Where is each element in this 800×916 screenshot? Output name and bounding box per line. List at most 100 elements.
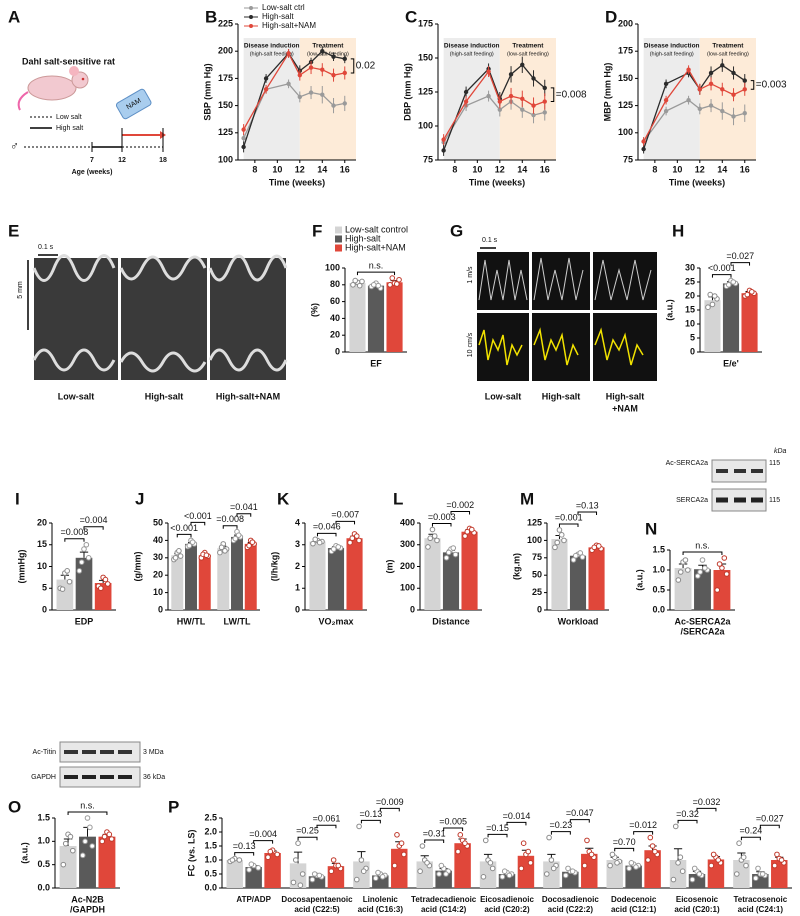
data-point	[672, 823, 679, 830]
data-point	[83, 541, 90, 548]
group-label: acid (C12:1)	[611, 905, 657, 914]
data-point	[550, 865, 557, 872]
data-point	[595, 543, 602, 549]
group-label: Linolenic	[363, 895, 399, 904]
y-tick-label: 20	[330, 330, 340, 340]
y-tick-label: 4	[295, 517, 300, 527]
x-tick-label: 16	[740, 164, 750, 174]
data-point	[743, 862, 749, 869]
data-point	[628, 860, 635, 866]
y-tick-label: 50	[532, 570, 542, 580]
data-point	[499, 874, 506, 880]
series-point	[308, 90, 314, 95]
y-tick-label: 0	[410, 604, 415, 614]
bar	[231, 536, 243, 610]
x-axis-label: Time (weeks)	[669, 177, 725, 187]
phase-sub: (low-salt feeding)	[707, 51, 749, 57]
data-point	[548, 857, 555, 863]
series-point	[641, 139, 646, 144]
series-point	[663, 108, 669, 114]
data-point	[649, 843, 656, 849]
data-point	[177, 553, 184, 559]
series-point	[263, 76, 269, 81]
p-value: =0.012	[629, 820, 657, 830]
data-point	[419, 843, 426, 849]
p-value: =0.004	[80, 515, 108, 525]
rat-head	[71, 71, 89, 89]
series-point	[708, 103, 714, 108]
y-tick-label: 0	[335, 346, 340, 356]
series-line	[443, 63, 546, 151]
data-point	[438, 862, 445, 869]
data-point	[67, 833, 74, 840]
group-label: Ac-N2B	[71, 894, 104, 904]
group-label: Eicosenoic	[676, 895, 719, 904]
data-point	[203, 552, 210, 558]
series-point	[697, 106, 703, 112]
series-point	[463, 99, 469, 104]
comparison-bracket	[83, 526, 104, 530]
comparison-bracket	[64, 538, 85, 542]
bar	[79, 836, 96, 888]
y-tick-label: 1.5	[204, 840, 217, 850]
p-value: <0.001	[184, 511, 212, 521]
group-label: Ac-SERCA2a	[674, 616, 731, 626]
bar	[308, 876, 326, 888]
bar	[349, 283, 366, 352]
data-point	[217, 549, 223, 556]
data-point	[725, 282, 732, 288]
series-point	[497, 107, 503, 112]
data-point	[101, 833, 108, 840]
data-point	[401, 851, 407, 858]
y-tick-label: 10	[685, 318, 695, 328]
phase-band	[499, 38, 556, 160]
scale-label: 5 mm	[17, 281, 24, 299]
p-value: =0.008	[556, 89, 587, 100]
series-point	[320, 67, 325, 72]
data-point	[556, 527, 563, 533]
y-tick-label: 50	[153, 517, 163, 527]
data-point	[468, 526, 475, 533]
size-label: 3 MDa	[143, 749, 164, 756]
p-value: =0.70	[613, 837, 636, 847]
phase-sub: (low-salt feeding)	[507, 51, 549, 57]
bar	[391, 848, 408, 888]
data-point	[189, 539, 196, 545]
data-point	[699, 557, 706, 563]
panel-letter: P	[168, 797, 179, 816]
p-value: n.s.	[695, 540, 710, 550]
series-point	[486, 69, 491, 74]
panel-letter: D	[605, 7, 617, 26]
data-point	[436, 871, 442, 877]
data-point	[691, 865, 698, 872]
data-point	[349, 535, 356, 542]
group-label: acid (C20:1)	[674, 905, 720, 914]
doppler-trace	[478, 257, 652, 301]
data-point	[347, 539, 353, 546]
bar	[551, 539, 568, 610]
p-value: =0.15	[486, 823, 509, 833]
data-point	[246, 542, 252, 549]
legend-swatch	[335, 226, 342, 234]
series-point	[331, 72, 336, 78]
series-point	[286, 81, 291, 87]
bar	[346, 538, 363, 610]
y-tick-label: 75	[623, 154, 633, 164]
group-label: Dodecenoic	[611, 895, 657, 904]
comparison-bracket	[316, 532, 337, 537]
series-point	[342, 101, 347, 106]
panel-letter: I	[15, 489, 20, 508]
x-tick-label: 8	[652, 164, 657, 174]
y-axis-label: (kg.m)	[511, 553, 521, 580]
data-point	[569, 868, 576, 875]
series-point	[320, 92, 325, 97]
data-point	[633, 864, 639, 870]
phase-label: Disease induction	[444, 43, 500, 50]
p-value: =0.027	[756, 814, 784, 824]
y-axis-label: (a.u.)	[634, 569, 644, 591]
data-point	[398, 840, 405, 847]
panel-letter: F	[312, 221, 322, 240]
y-tick-label: 1.0	[37, 836, 50, 846]
data-point	[570, 557, 577, 563]
